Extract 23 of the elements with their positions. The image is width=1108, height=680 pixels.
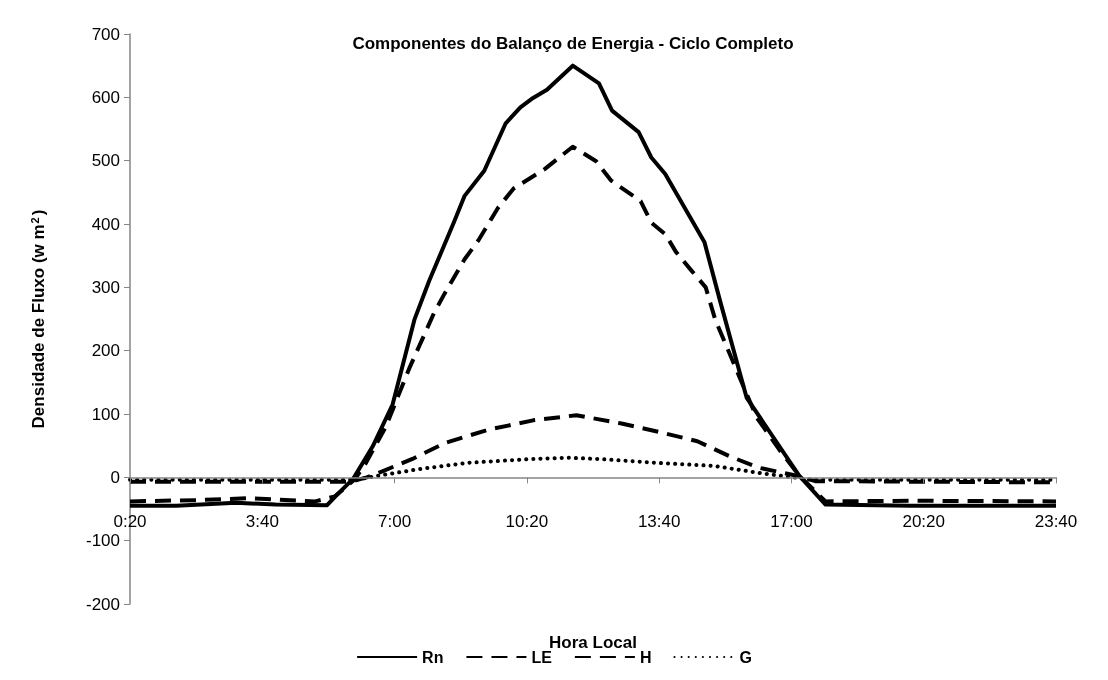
- x-tick-label: 17:00: [770, 512, 813, 532]
- legend-label: Rn: [422, 648, 444, 666]
- y-tick-label: 0: [110, 467, 120, 487]
- x-tick-label: 7:00: [378, 512, 412, 532]
- y-tick-label: -100: [85, 531, 120, 551]
- y-tick-label: 200: [91, 341, 120, 361]
- y-tick-label: 700: [91, 24, 120, 44]
- x-tick-label: 0:20: [113, 512, 147, 532]
- x-tick-label: 13:40: [637, 512, 681, 532]
- x-tick-label: 3:40: [245, 512, 279, 532]
- x-tick-label: 10:20: [505, 512, 549, 532]
- y-axis-title: Densidade de Fluxo (w m2): [28, 209, 48, 429]
- legend-label: H: [639, 648, 652, 666]
- y-tick-label: 600: [91, 87, 120, 107]
- legend-label: G: [739, 648, 752, 666]
- chart-title: Componentes do Balanço de Energia - Ciclo Completo: [352, 34, 794, 53]
- y-tick-label: 500: [91, 151, 120, 171]
- y-tick-label: -200: [85, 594, 120, 614]
- x-tick-label: 23:40: [1034, 512, 1078, 532]
- y-tick-label: 100: [91, 404, 120, 424]
- y-tick-label: 400: [91, 214, 120, 234]
- x-tick-label: 20:20: [902, 512, 945, 532]
- y-tick-label: 300: [91, 277, 120, 297]
